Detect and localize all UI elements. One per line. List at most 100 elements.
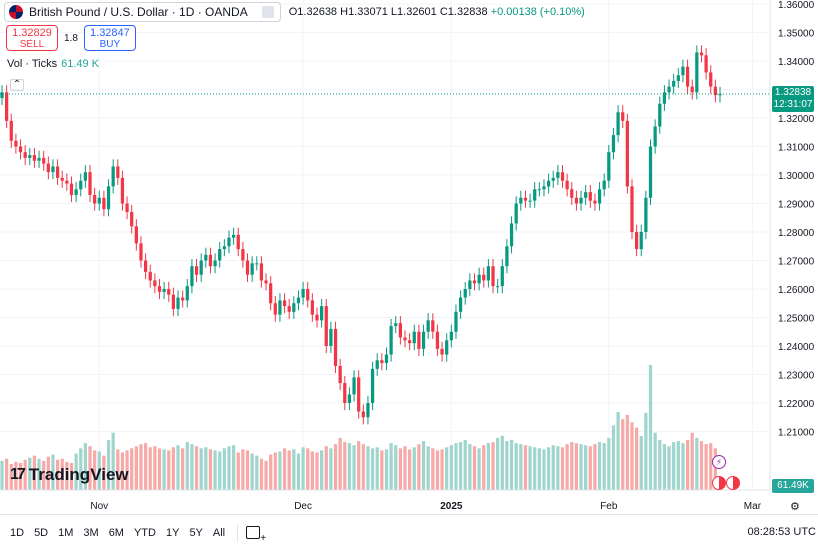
volume-bar [301,447,305,490]
candle-body [528,200,532,202]
volume-bar [421,441,426,490]
go-to-date-calendar-icon[interactable] [246,526,266,544]
candle-body [46,163,50,173]
tradingview-mark-icon: 17 [10,466,26,483]
candle-body [324,306,328,346]
candle-body [208,254,213,267]
volume-bar [588,446,592,490]
lightning-event-icon[interactable]: ⚡ [712,455,726,469]
last-price-tag: 1.32838 12:31:07 [772,86,814,113]
price-tick-label: 1.22000 [778,399,815,410]
volume-bar [440,449,444,490]
candle-body [37,157,41,161]
range-ytd[interactable]: YTD [133,526,156,539]
candle-body [672,80,676,87]
candle-body [55,166,60,178]
candle-body [375,360,379,369]
price-chart[interactable]: 1.360001.350001.340001.330001.320001.310… [0,0,818,514]
candle-body [565,180,569,190]
candle-body [88,172,92,195]
candle-body [79,180,83,190]
candle-body [292,303,296,312]
candle-body [648,146,653,198]
volume-bar [648,365,653,490]
candle-body [273,303,277,315]
compare-icon[interactable] [261,6,274,18]
candle-body [625,120,629,187]
price-tick-label: 1.34000 [778,57,815,68]
volume-bar [426,446,430,490]
candle-body [306,289,310,301]
volume-bar [505,441,509,490]
candle-body [139,243,143,261]
candle-body [653,126,657,147]
us-flag-event-icon-2[interactable] [726,476,740,490]
range-5d[interactable]: 5D [34,526,49,539]
buy-button[interactable]: 1.32847 BUY [83,25,136,51]
ohlc-open: O1.32638 [288,6,338,18]
volume-bar [681,443,685,490]
volume-bar [278,451,282,490]
chart-settings-gear-icon[interactable]: ⚙ [790,501,800,513]
volume-bar [120,452,125,490]
symbol-selector[interactable]: British Pound / U.S. Dollar · 1D · OANDA [4,2,281,22]
candle-body [51,166,55,173]
price-axis[interactable]: 1.360001.350001.340001.330001.320001.310… [769,0,815,490]
volume-bar [370,448,375,490]
candle-body [718,94,722,96]
volume-bars [0,365,717,490]
volume-bar [412,447,416,490]
ohlc-low: L1.32601 [390,6,437,18]
volume-bar [384,449,389,490]
price-tick-label: 1.27000 [778,257,815,268]
volume-bar [398,448,402,490]
range-1y[interactable]: 1Y [165,526,180,539]
buy-label: BUY [99,39,121,50]
volume-bar [523,445,528,490]
candle-body [454,311,458,332]
us-flag-event-icon[interactable] [712,476,726,490]
volume-bar [482,445,486,490]
range-6m[interactable]: 6M [108,526,124,539]
candle-body [542,186,546,190]
candle-body [472,280,477,284]
candle-body [74,189,78,195]
candle-body [222,246,226,250]
candle-body [278,300,282,315]
tradingview-logo[interactable]: 17 TradingView [10,465,129,485]
volume-bar [713,448,717,490]
sell-button[interactable]: 1.32829 SELL [6,25,58,51]
candle-body [176,297,180,309]
range-1m[interactable]: 1M [58,526,74,539]
volume-bar [55,459,60,490]
range-all[interactable]: All [212,526,226,539]
candle-body [435,331,440,349]
price-tick-label: 1.21000 [778,428,815,439]
volume-bar [329,448,333,490]
volume-bar [570,442,574,490]
candle-body [199,260,203,275]
volume-bar [153,446,157,490]
volume-bar [463,440,467,490]
volume-bar [366,446,370,490]
candle-body [699,52,704,56]
candle-body [421,331,426,349]
candle-body [463,289,467,298]
candle-body [491,266,495,287]
volume-bar [565,444,569,490]
volume-bar [241,449,245,490]
utc-clock[interactable]: 08:28:53 UTC [747,526,816,538]
time-axis[interactable]: NovDec2025FebMarAprMay [0,489,818,512]
candle-body [593,200,597,204]
candle-body [533,189,537,201]
range-1d[interactable]: 1D [10,526,25,539]
range-5y[interactable]: 5Y [189,526,203,539]
collapse-legend-chevron-up-icon[interactable]: ⌃ [10,79,24,91]
candle-body [42,157,46,164]
candle-body [639,232,643,250]
range-3m[interactable]: 3M [83,526,99,539]
bottom-toolbar: 1D 5D 1M 3M 6M YTD 1Y 5Y All 08:28:53 UT… [0,514,818,550]
volume-bar [333,444,338,490]
gbp-usd-flag-icon [9,5,23,19]
candle-body [403,337,407,341]
